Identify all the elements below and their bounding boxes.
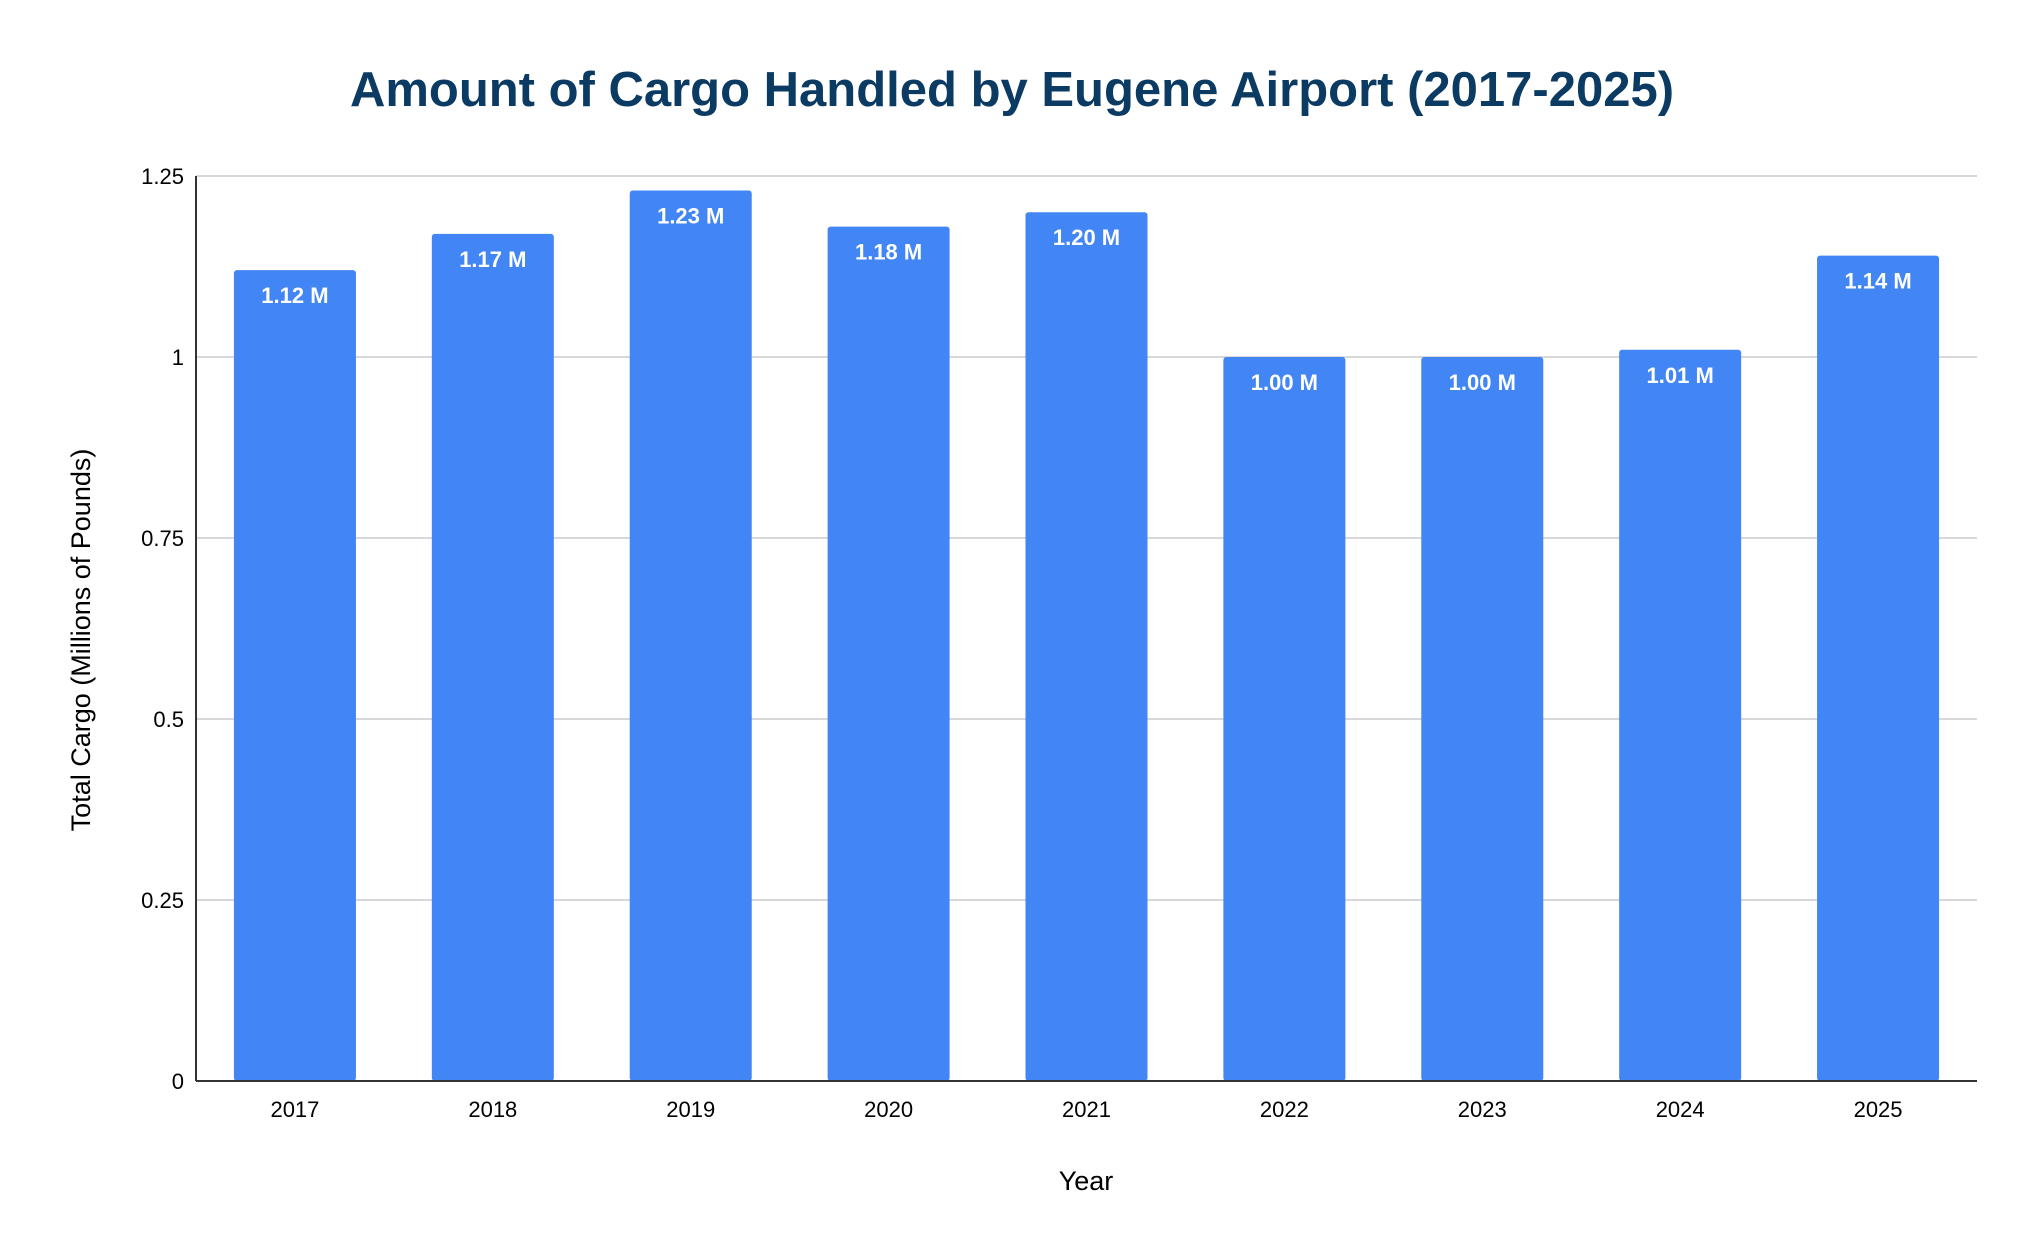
bar-2022 (1223, 357, 1346, 1081)
x-tick-label: 2023 (1458, 1097, 1507, 1122)
data-label-2017: 1.12 M (261, 283, 328, 308)
x-tick-label: 2025 (1854, 1097, 1903, 1122)
bar-2020 (827, 226, 950, 1081)
data-label-2021: 1.20 M (1053, 225, 1120, 250)
data-label-2024: 1.01 M (1647, 363, 1714, 388)
bar-2017 (233, 270, 356, 1081)
chart-title: Amount of Cargo Handled by Eugene Airpor… (350, 63, 1674, 117)
y-tick-label: 0.25 (141, 888, 184, 913)
y-axis-title: Total Cargo (Millions of Pounds) (66, 449, 96, 832)
x-axis-title: Year (1059, 1166, 1114, 1196)
bar-2021 (1025, 212, 1148, 1081)
data-label-2018: 1.17 M (459, 247, 526, 272)
y-tick-label: 1.25 (141, 164, 184, 189)
y-tick-label: 0.75 (141, 526, 184, 551)
bar-2018 (431, 233, 554, 1082)
x-tick-label: 2018 (468, 1097, 517, 1122)
x-tick-label: 2020 (864, 1097, 913, 1122)
x-axis-ticks: 2017 2018 2019 2020 2021 2022 2023 2024 2025 (270, 1097, 1902, 1122)
data-label-2022: 1.00 M (1251, 370, 1318, 395)
bar-2019 (629, 190, 752, 1082)
x-tick-label: 2021 (1062, 1097, 1111, 1122)
bar-data-labels: 1.12 M 1.17 M 1.23 M 1.18 M 1.20 M 1.00 M 1.00… (261, 203, 1911, 395)
data-label-2025: 1.14 M (1844, 269, 1911, 294)
bars (233, 190, 1940, 1082)
bar-2025 (1817, 255, 1940, 1081)
bar-2024 (1619, 349, 1742, 1081)
y-tick-label: 1 (172, 345, 184, 370)
data-label-2020: 1.18 M (855, 240, 922, 265)
x-tick-label: 2019 (666, 1097, 715, 1122)
data-label-2019: 1.23 M (657, 203, 724, 228)
y-tick-label: 0.5 (153, 707, 184, 732)
data-label-2023: 1.00 M (1449, 370, 1516, 395)
x-tick-label: 2022 (1260, 1097, 1309, 1122)
x-tick-label: 2024 (1656, 1097, 1705, 1122)
bar-2023 (1421, 357, 1544, 1081)
x-tick-label: 2017 (270, 1097, 319, 1122)
y-axis-ticks: 0 0.25 0.5 0.75 1 1.25 (141, 164, 184, 1094)
y-tick-label: 0 (172, 1069, 184, 1094)
